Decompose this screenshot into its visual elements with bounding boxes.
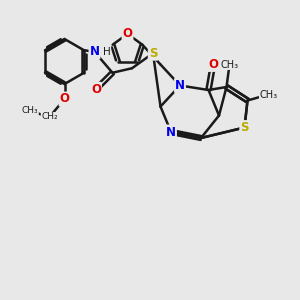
Text: N: N — [89, 45, 100, 58]
Text: S: S — [240, 121, 249, 134]
Text: N: N — [166, 125, 176, 139]
Text: S: S — [149, 47, 157, 60]
Text: CH₃: CH₃ — [22, 106, 38, 116]
Text: O: O — [91, 83, 101, 96]
Text: O: O — [122, 27, 133, 40]
Text: H: H — [103, 47, 111, 57]
Text: O: O — [59, 92, 70, 106]
Text: N: N — [175, 79, 185, 92]
Text: O: O — [208, 58, 218, 71]
Text: CH₂: CH₂ — [41, 112, 58, 122]
Text: CH₃: CH₃ — [260, 89, 278, 100]
Text: CH₃: CH₃ — [220, 59, 238, 70]
